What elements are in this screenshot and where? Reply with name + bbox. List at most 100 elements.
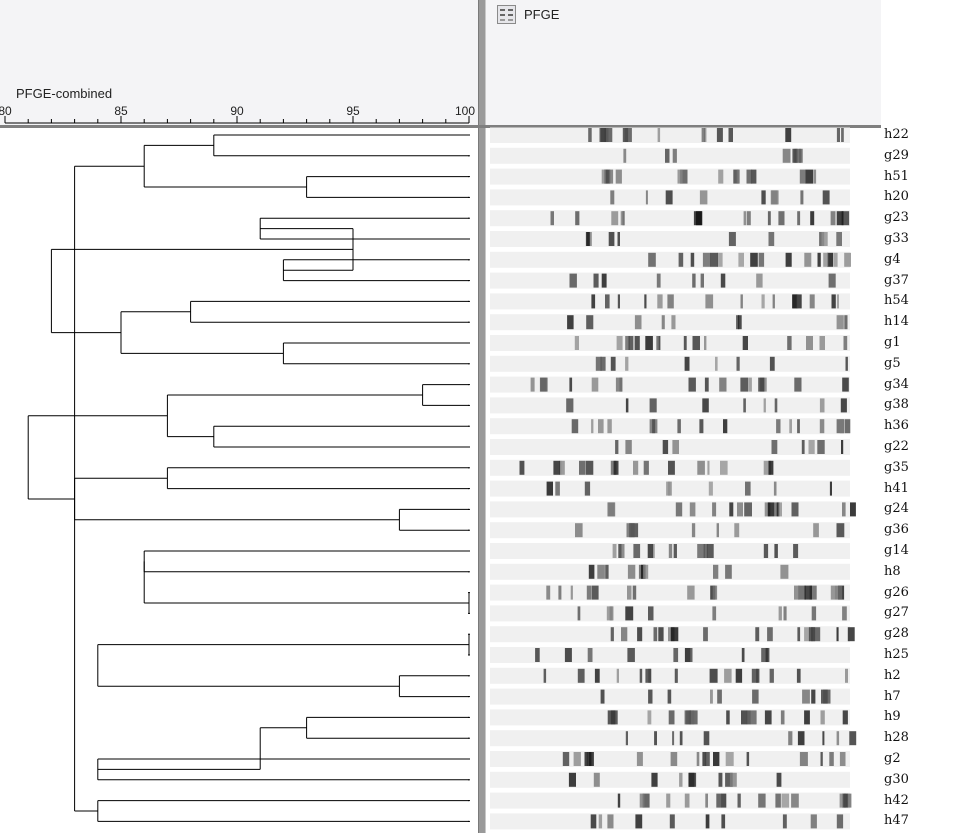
gel-band [819, 398, 825, 413]
gel-band [625, 440, 632, 454]
gel-band [820, 752, 823, 766]
gel-band [705, 793, 708, 808]
dendrogram-header: PFGE-combined 80 85 90 95 100 [0, 0, 478, 126]
gel-band [712, 502, 717, 517]
gel-band [839, 793, 844, 808]
gel-band [595, 356, 602, 371]
gel-band [797, 627, 801, 642]
gel-band [621, 544, 625, 558]
gel-lane [490, 563, 850, 580]
gel-band [670, 752, 678, 766]
gel-band [697, 544, 704, 558]
gel-band [787, 336, 792, 350]
gel-band [721, 793, 727, 808]
gel-band [584, 752, 589, 766]
gel-band [718, 772, 723, 787]
panel-splitter[interactable] [478, 0, 486, 833]
gel-band [804, 627, 811, 642]
gel-band [672, 148, 677, 163]
lane-label-h25: h25 [884, 647, 909, 662]
gel-band [673, 648, 679, 662]
gel-band [673, 544, 677, 558]
gel-band [567, 315, 574, 330]
gel-band [600, 689, 605, 704]
gel-band [767, 502, 775, 517]
gel-band [804, 252, 812, 267]
gel-band [679, 772, 683, 787]
gel-band [705, 814, 710, 829]
gel-band [653, 627, 658, 642]
gel-band [593, 273, 599, 288]
gel-band [744, 502, 752, 517]
gel-image-icon[interactable] [497, 5, 516, 24]
gel-band [605, 564, 609, 579]
gel-band [618, 544, 622, 558]
gel-band [616, 336, 623, 350]
gel-band [785, 128, 792, 142]
gel-band [822, 731, 825, 746]
gel-band [692, 273, 696, 288]
gel-lane [490, 272, 850, 289]
gel-band [569, 273, 577, 288]
lane-label-g5: g5 [884, 355, 901, 371]
gel-band [748, 377, 752, 392]
gel-band [751, 668, 758, 683]
gel-band [625, 356, 629, 371]
gel-band [709, 668, 718, 683]
gel-band [649, 398, 657, 413]
gel-band [796, 668, 801, 683]
gel-band [817, 440, 825, 454]
gel-band [627, 564, 636, 579]
gel-band [724, 668, 732, 683]
gel-band [577, 606, 581, 621]
gel-band [571, 419, 579, 434]
gel-band [654, 731, 657, 746]
gel-band [746, 169, 753, 184]
gel-lane [490, 251, 850, 268]
gel-band [607, 419, 612, 434]
gel-band [553, 460, 561, 475]
gel-band [588, 128, 592, 142]
gel-band [836, 232, 842, 246]
gel-band [756, 273, 763, 288]
gel-band [559, 460, 562, 475]
gel-band [836, 731, 840, 746]
gel-band [667, 689, 672, 704]
gel-band [615, 440, 619, 454]
gel-band [750, 710, 757, 725]
gel-band [593, 772, 600, 787]
gel-lane [490, 418, 850, 435]
gel-band [591, 377, 599, 392]
dendrogram-tree [27, 134, 470, 822]
gel-band [713, 752, 720, 766]
gel-band [836, 315, 844, 330]
gel-band [633, 544, 641, 558]
gel-band [564, 648, 572, 662]
gel-band [573, 752, 581, 766]
gel-band [600, 356, 606, 371]
gel-lane [490, 522, 850, 539]
gel-panel-title: PFGE [524, 7, 560, 22]
gel-band [634, 315, 642, 330]
gel-band [645, 190, 648, 205]
gel-band [713, 564, 719, 579]
gel-band [755, 627, 760, 642]
gel-band [782, 148, 791, 163]
gel-band [591, 419, 594, 434]
gel-band [735, 668, 743, 683]
gel-band [702, 398, 709, 413]
gel-band [776, 502, 780, 517]
gel-band [645, 668, 652, 683]
gel-band [607, 502, 616, 517]
gel-band [799, 752, 808, 766]
gel-band [625, 731, 628, 746]
gel-band [707, 460, 710, 475]
gel-band [774, 398, 778, 413]
gel-band [736, 169, 740, 184]
gel-band [738, 252, 744, 267]
gel-lane [490, 584, 850, 601]
gel-band [687, 585, 695, 600]
gel-band [764, 502, 771, 517]
gel-band [666, 793, 671, 808]
gel-band [543, 668, 547, 683]
